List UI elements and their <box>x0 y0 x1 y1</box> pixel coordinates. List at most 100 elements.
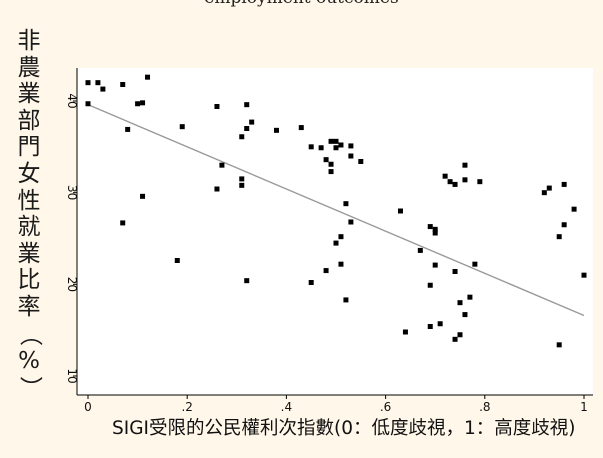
data-point <box>437 321 443 327</box>
data-point <box>457 332 463 338</box>
data-point <box>348 153 354 159</box>
data-point <box>239 182 245 188</box>
y-axis-label: 非農業部門女性就業比率（%） <box>14 28 44 401</box>
data-point <box>308 280 314 285</box>
y-axis-label-char: 女 <box>17 160 41 187</box>
data-point <box>472 261 478 267</box>
data-point <box>477 179 483 185</box>
data-point <box>328 138 334 144</box>
data-point <box>135 101 141 107</box>
data-point <box>556 342 562 348</box>
data-point <box>85 101 91 107</box>
y-axis-label-char: 部 <box>17 107 41 134</box>
data-point <box>174 258 180 263</box>
x-tick-label: .4 <box>281 400 292 414</box>
data-point <box>323 268 329 274</box>
data-point <box>219 162 225 168</box>
x-tick-label: .6 <box>380 400 391 414</box>
data-point <box>343 201 349 207</box>
data-point <box>273 127 279 133</box>
plot-area <box>77 68 593 395</box>
data-point <box>298 125 304 131</box>
x-tick-label: .8 <box>479 400 490 414</box>
data-point <box>95 80 101 86</box>
data-point <box>214 104 220 109</box>
data-point <box>561 181 567 187</box>
data-point <box>239 134 245 140</box>
data-point <box>244 278 250 284</box>
data-point <box>571 206 577 212</box>
data-point <box>462 162 468 168</box>
data-point <box>402 329 408 335</box>
data-point <box>541 190 547 196</box>
data-point <box>417 247 423 253</box>
y-axis-label-char: 門 <box>17 134 41 161</box>
data-point <box>442 173 448 179</box>
y-tick-label: 10 <box>65 368 79 383</box>
data-point <box>556 234 562 240</box>
data-point <box>338 234 344 240</box>
y-axis-label-char: 就 <box>17 214 41 241</box>
data-point <box>323 157 329 163</box>
data-point <box>427 324 433 329</box>
data-point <box>249 119 255 125</box>
data-point <box>447 179 453 185</box>
y-axis-label-char: % <box>18 347 40 374</box>
data-point <box>140 193 146 199</box>
y-axis-label-char: 非 <box>17 28 41 54</box>
data-point <box>85 80 91 86</box>
data-point <box>140 100 146 106</box>
data-point <box>457 300 463 306</box>
x-tick-label: 0 <box>84 400 92 414</box>
data-point <box>561 222 567 228</box>
top-caption: employment outcomes <box>0 0 603 8</box>
y-tick-label: 30 <box>65 185 79 200</box>
data-point <box>333 145 339 151</box>
data-point <box>452 336 458 342</box>
y-axis-label-char: 業 <box>17 240 41 267</box>
fit-line <box>87 104 585 317</box>
data-point <box>427 224 433 230</box>
data-point <box>120 82 126 87</box>
data-point <box>244 102 250 108</box>
data-point <box>432 226 438 232</box>
data-point <box>244 126 250 131</box>
data-point <box>333 138 339 144</box>
data-point <box>239 176 245 182</box>
data-point <box>432 262 438 268</box>
y-axis-label-char: 業 <box>17 81 41 108</box>
x-axis-label: SIGI受限的公民權利次指數(0：低度歧視，1：高度歧視) <box>112 418 576 439</box>
data-point <box>452 181 458 187</box>
x-tick-label: 1 <box>580 400 588 414</box>
data-point <box>462 177 468 183</box>
data-point <box>427 282 433 288</box>
data-point <box>333 240 339 246</box>
y-axis-label-char: 率 <box>17 293 41 320</box>
data-point <box>581 272 587 278</box>
data-point <box>120 220 126 226</box>
data-point <box>343 297 349 303</box>
data-point <box>179 124 185 130</box>
data-point <box>397 208 403 214</box>
data-point <box>214 186 220 192</box>
data-point <box>452 269 458 274</box>
data-point <box>145 74 151 80</box>
data-point <box>328 161 334 167</box>
data-point <box>338 142 344 148</box>
data-point <box>348 219 354 225</box>
data-point <box>308 144 314 150</box>
data-point <box>546 185 552 191</box>
data-point <box>338 261 344 267</box>
data-point <box>358 159 364 164</box>
data-point <box>462 312 468 318</box>
y-tick-label: 40 <box>65 93 79 108</box>
y-tick-label: 20 <box>65 277 79 292</box>
data-point <box>318 145 324 151</box>
x-tick-label: .2 <box>181 400 192 414</box>
data-point <box>467 294 473 300</box>
y-axis-label-char: 比 <box>17 267 41 294</box>
data-point <box>100 86 106 92</box>
y-axis-label-char: 農 <box>17 54 41 81</box>
data-point <box>125 126 131 132</box>
